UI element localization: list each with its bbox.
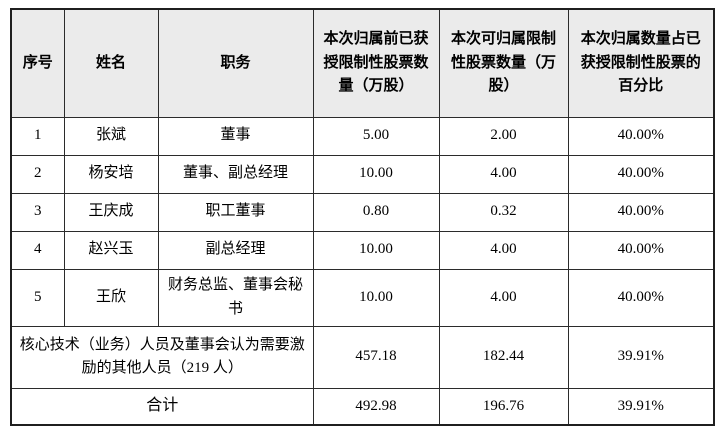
cell-vestable: 0.32 <box>438 192 569 232</box>
header-cell-granted: 本次归属前已获授限制性股票数量（万股） <box>312 8 440 118</box>
cell-vestable: 2.00 <box>438 116 569 156</box>
cell-vestable: 4.00 <box>438 230 569 270</box>
cell-granted: 5.00 <box>312 116 440 156</box>
header-row: 序号 姓名 职务 本次归属前已获授限制性股票数量（万股） 本次可归属限制性股票数… <box>10 8 715 118</box>
cell-name: 王欣 <box>63 268 159 327</box>
cell-no: 5 <box>10 268 65 327</box>
cell-title: 财务总监、董事会秘书 <box>157 268 314 327</box>
header-cell-name: 姓名 <box>63 8 159 118</box>
cell-granted: 457.18 <box>312 325 440 389</box>
table-row: 2 杨安培 董事、副总经理 10.00 4.00 40.00% <box>10 154 715 194</box>
other-personnel-label: 核心技术（业务）人员及董事会认为需要激励的其他人员（219 人） <box>10 325 314 389</box>
cell-no: 1 <box>10 116 65 156</box>
table-row: 5 王欣 财务总监、董事会秘书 10.00 4.00 40.00% <box>10 268 715 327</box>
cell-vestable: 4.00 <box>438 154 569 194</box>
restricted-stock-vesting-table: 序号 姓名 职务 本次归属前已获授限制性股票数量（万股） 本次可归属限制性股票数… <box>10 8 715 426</box>
table-row: 3 王庆成 职工董事 0.80 0.32 40.00% <box>10 192 715 232</box>
cell-name: 王庆成 <box>63 192 159 232</box>
cell-pct: 40.00% <box>567 154 715 194</box>
total-row: 合计 492.98 196.76 39.91% <box>10 387 715 426</box>
cell-pct: 40.00% <box>567 192 715 232</box>
cell-granted: 492.98 <box>312 387 440 426</box>
cell-granted: 10.00 <box>312 268 440 327</box>
header-cell-vestable: 本次可归属限制性股票数量（万股） <box>438 8 569 118</box>
cell-title: 董事、副总经理 <box>157 154 314 194</box>
cell-granted: 10.00 <box>312 154 440 194</box>
total-label: 合计 <box>10 387 314 426</box>
cell-no: 3 <box>10 192 65 232</box>
cell-no: 4 <box>10 230 65 270</box>
table-row: 1 张斌 董事 5.00 2.00 40.00% <box>10 116 715 156</box>
other-personnel-row: 核心技术（业务）人员及董事会认为需要激励的其他人员（219 人） 457.18 … <box>10 325 715 389</box>
cell-pct: 40.00% <box>567 116 715 156</box>
cell-name: 杨安培 <box>63 154 159 194</box>
cell-name: 赵兴玉 <box>63 230 159 270</box>
table-row: 4 赵兴玉 副总经理 10.00 4.00 40.00% <box>10 230 715 270</box>
cell-granted: 10.00 <box>312 230 440 270</box>
cell-vestable: 196.76 <box>438 387 569 426</box>
cell-pct: 40.00% <box>567 268 715 327</box>
cell-title: 职工董事 <box>157 192 314 232</box>
cell-pct: 39.91% <box>567 387 715 426</box>
cell-no: 2 <box>10 154 65 194</box>
header-cell-no: 序号 <box>10 8 65 118</box>
cell-vestable: 182.44 <box>438 325 569 389</box>
cell-title: 副总经理 <box>157 230 314 270</box>
cell-pct: 40.00% <box>567 230 715 270</box>
cell-vestable: 4.00 <box>438 268 569 327</box>
cell-pct: 39.91% <box>567 325 715 389</box>
cell-granted: 0.80 <box>312 192 440 232</box>
cell-title: 董事 <box>157 116 314 156</box>
cell-name: 张斌 <box>63 116 159 156</box>
header-cell-title: 职务 <box>157 8 314 118</box>
vesting-table-container: 序号 姓名 职务 本次归属前已获授限制性股票数量（万股） 本次可归属限制性股票数… <box>10 8 715 426</box>
header-cell-pct: 本次归属数量占已获授限制性股票的百分比 <box>567 8 715 118</box>
